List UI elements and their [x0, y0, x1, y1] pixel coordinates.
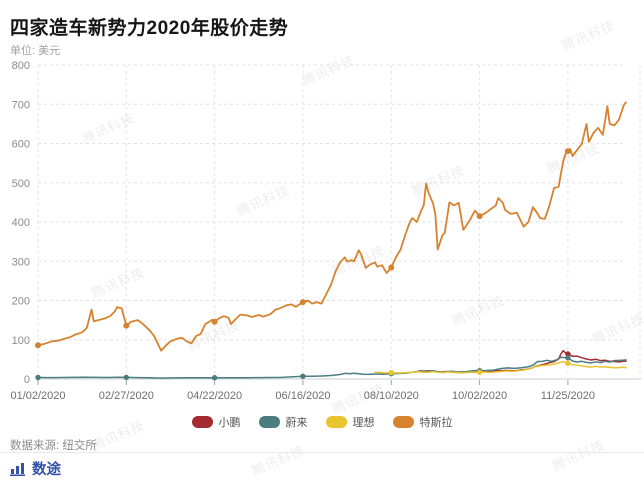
x-axis-label: 06/16/2020 — [275, 390, 330, 402]
brand-logo: 数途 — [10, 458, 61, 479]
series-marker-tesla — [388, 264, 395, 271]
series-marker-tesla — [564, 148, 571, 155]
chart-legend: 小鹏 蔚来 理想 特斯拉 — [0, 414, 644, 430]
series-marker-tesla — [476, 213, 483, 220]
x-axis-label: 10/02/2020 — [452, 390, 507, 402]
series-marker-tesla — [299, 299, 306, 306]
x-axis-label: 01/02/2020 — [10, 390, 65, 402]
y-axis-label: 800 — [12, 60, 30, 72]
y-axis-label: 400 — [12, 217, 30, 229]
series-marker-li-auto — [565, 360, 571, 366]
series-marker-li-auto — [388, 370, 394, 376]
legend-item-xpeng: 小鹏 — [191, 414, 241, 430]
legend-swatch-xpeng — [191, 416, 213, 428]
bar-chart-icon — [10, 463, 25, 476]
stock-price-chart: 0 100 200 300 400 500 600 700 800 01/02/2020 02/27… — [10, 60, 641, 402]
legend-item-tesla: 特斯拉 — [392, 414, 453, 430]
series-marker-xpeng — [565, 351, 571, 357]
legend-item-nio: 蔚来 — [258, 414, 308, 430]
legend-swatch-li-auto — [325, 416, 347, 428]
series-line-tesla — [37, 101, 627, 352]
series-marker-nio — [35, 374, 41, 381]
y-axis-label: 300 — [12, 256, 30, 268]
series-marker-nio — [565, 355, 571, 361]
legend-label-li-auto: 理想 — [352, 417, 375, 429]
y-axis-label: 0 — [24, 374, 30, 386]
y-axis-label: 700 — [12, 99, 30, 111]
legend-swatch-tesla — [392, 416, 414, 428]
y-axis-label: 600 — [12, 139, 30, 151]
series-marker-nio — [211, 375, 218, 381]
series-marker-nio — [123, 374, 129, 381]
data-source-note: 数据来源: 纽交所 — [10, 440, 97, 452]
legend-label-tesla: 特斯拉 — [419, 417, 453, 429]
legend-item-li-auto: 理想 — [325, 414, 375, 430]
x-axis-label: 08/10/2020 — [364, 390, 419, 402]
series-marker-tesla — [211, 318, 218, 325]
x-axis-label: 02/27/2020 — [99, 390, 154, 402]
brand-name: 数途 — [32, 462, 61, 478]
legend-swatch-nio — [258, 416, 280, 428]
watermark-text: 腾讯科技 — [249, 442, 308, 479]
y-axis-label: 200 — [12, 296, 30, 308]
unit-label: 单位: 美元 — [10, 45, 61, 57]
series-marker-li-auto — [476, 369, 483, 375]
y-axis-label: 100 — [12, 335, 30, 347]
series-marker-tesla — [123, 322, 130, 329]
watermark-text: 腾讯科技 — [549, 437, 608, 474]
series-marker-tesla — [35, 342, 41, 349]
x-axis-label: 11/25/2020 — [541, 390, 595, 402]
x-axis-label: 04/22/2020 — [187, 390, 242, 402]
series-line-li-auto — [374, 360, 627, 374]
y-axis-label: 500 — [12, 178, 30, 190]
footer-divider — [0, 452, 644, 453]
legend-label-nio: 蔚来 — [285, 417, 308, 429]
legend-label-xpeng: 小鹏 — [218, 417, 241, 429]
series-marker-nio — [300, 373, 306, 379]
page-title: 四家造车新势力2020年股价走势 — [10, 18, 289, 39]
